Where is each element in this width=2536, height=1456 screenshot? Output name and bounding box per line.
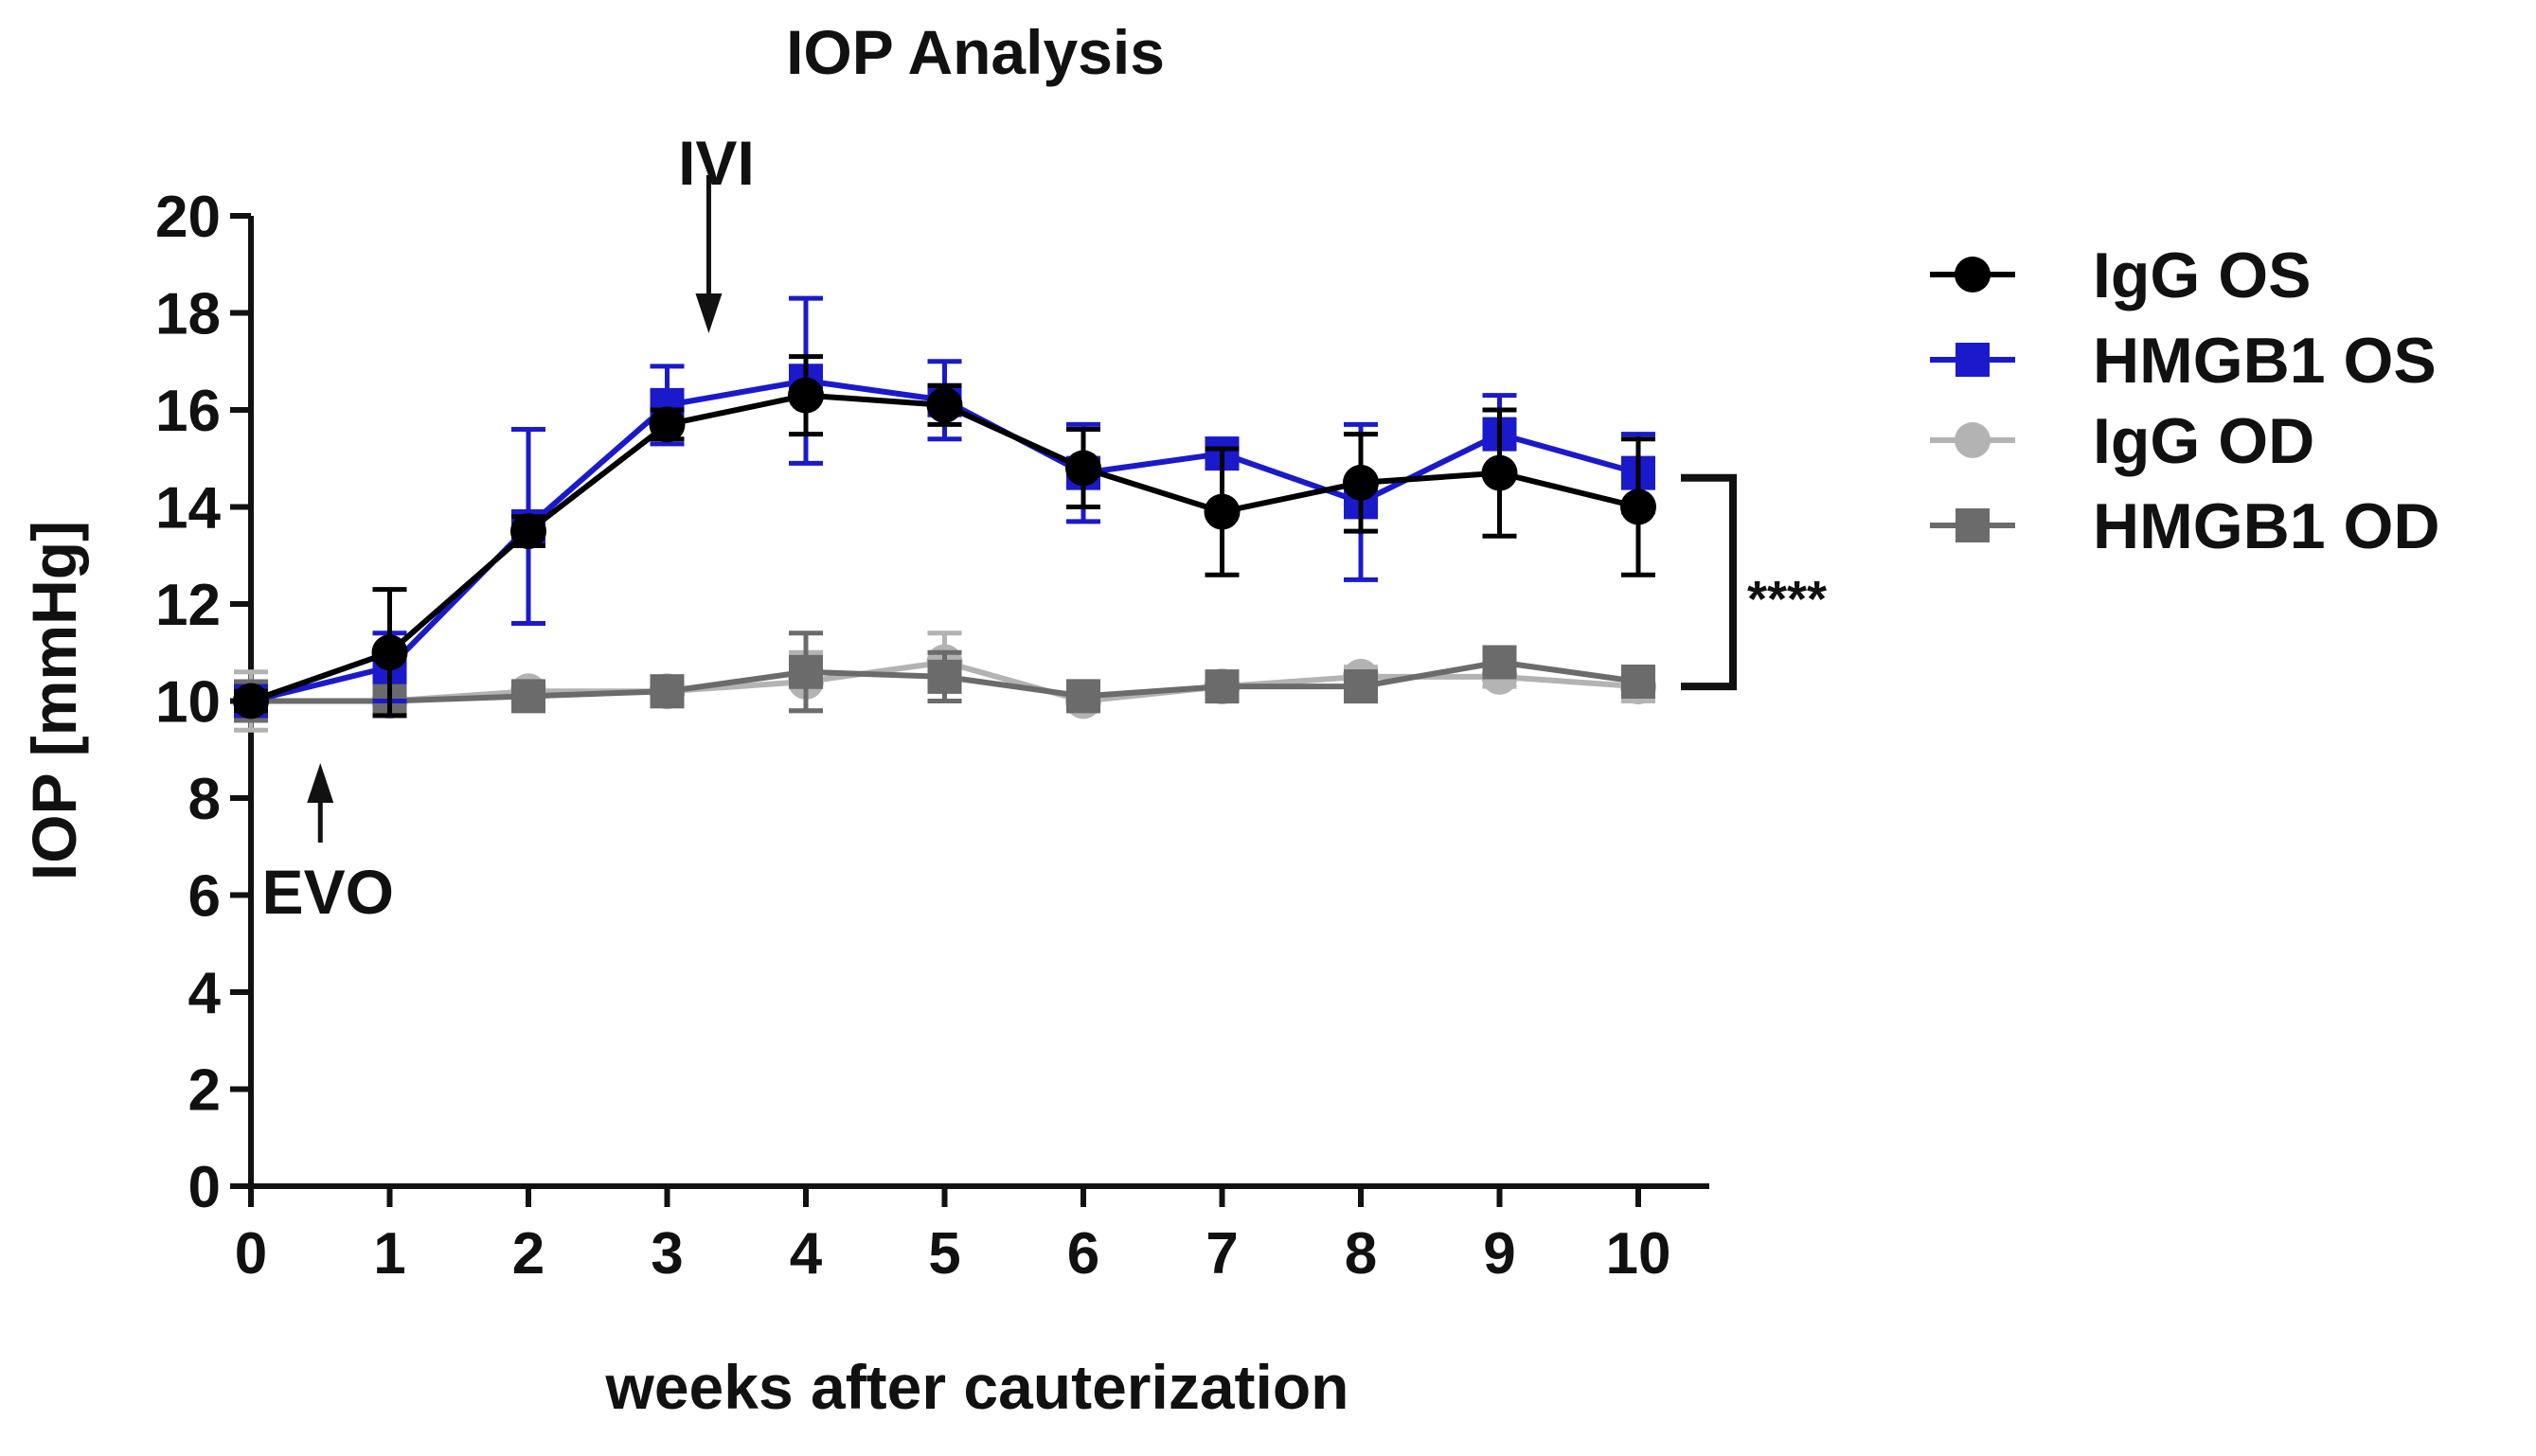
y-tick-label: 8: [188, 767, 221, 832]
x-tick-label: 3: [651, 1221, 683, 1287]
data-point: [1066, 679, 1100, 714]
data-point: [510, 513, 546, 550]
x-tick-label: 5: [928, 1221, 960, 1287]
data-point: [1621, 665, 1655, 699]
data-point: [233, 683, 269, 719]
data-point: [650, 674, 685, 709]
legend-label: IgG OS: [2093, 240, 2311, 311]
legend-item-hmgb1-os: HMGB1 OS: [1930, 325, 2437, 397]
annotation-evo-arrowhead: [307, 763, 334, 803]
y-tick-label: 10: [155, 670, 221, 736]
y-tick-label: 20: [155, 185, 221, 250]
legend-marker: [1955, 257, 1991, 293]
legend: IgG OS HMGB1 OS IgG OD HMGB1 OD: [1930, 240, 2439, 562]
data-point: [1344, 669, 1378, 704]
x-axis-label: weeks after cauterization: [605, 1352, 1349, 1422]
data-point: [1065, 450, 1101, 487]
legend-marker: [1955, 422, 1991, 458]
data-point: [1205, 669, 1240, 704]
data-point: [371, 634, 408, 671]
x-tick-label: 4: [790, 1221, 823, 1287]
legend-item-igg-os: IgG OS: [1930, 240, 2311, 311]
data-point: [927, 659, 962, 694]
legend-label: IgG OD: [2093, 405, 2314, 477]
data-point: [1204, 493, 1241, 530]
data-point: [789, 654, 823, 689]
data-point: [1620, 488, 1656, 525]
annotation-evo-label: EVO: [262, 857, 394, 927]
y-tick-label: 14: [155, 476, 221, 542]
y-axis-label: IOP [mmHg]: [19, 521, 89, 880]
y-tick-label: 18: [155, 282, 221, 347]
legend-label: HMGB1 OS: [2093, 325, 2437, 397]
x-tick-label: 0: [235, 1221, 267, 1287]
significance-bracket: [1681, 473, 1737, 691]
data-point: [649, 406, 686, 443]
y-tick-label: 16: [155, 379, 221, 444]
y-tick-label: 4: [188, 961, 222, 1026]
x-tick-label: 6: [1067, 1221, 1099, 1287]
significance-label: ****: [1747, 571, 1827, 628]
x-tick-label: 8: [1345, 1221, 1377, 1287]
legend-label: HMGB1 OD: [2093, 490, 2439, 562]
x-tick-label: 2: [512, 1221, 545, 1287]
y-tick-label: 12: [155, 573, 221, 638]
data-point: [1482, 645, 1517, 680]
legend-item-hmgb1-od: HMGB1 OD: [1930, 490, 2439, 562]
legend-marker: [1956, 508, 1990, 542]
y-tick-label: 2: [188, 1058, 221, 1124]
legend-marker: [1956, 343, 1990, 377]
legend-item-igg-od: IgG OD: [1930, 405, 2314, 477]
chart-title: IOP Analysis: [786, 17, 1165, 87]
annotation-ivi-label: IVI: [678, 128, 755, 198]
x-tick-label: 7: [1205, 1221, 1238, 1287]
y-tick-label: 6: [188, 864, 221, 930]
series-hmgb1-od: [234, 630, 1655, 723]
x-tick-label: 9: [1483, 1221, 1515, 1287]
x-tick-label: 1: [373, 1221, 405, 1287]
y-tick-label: 0: [188, 1155, 221, 1220]
annotation-ivi-arrowhead: [695, 293, 723, 333]
data-point: [926, 386, 963, 423]
data-point: [788, 377, 824, 414]
data-point: [1343, 464, 1379, 501]
x-tick-label: 10: [1606, 1221, 1671, 1287]
data-point: [511, 679, 545, 714]
series-igg-os: [233, 354, 1656, 719]
data-point: [1481, 454, 1518, 491]
